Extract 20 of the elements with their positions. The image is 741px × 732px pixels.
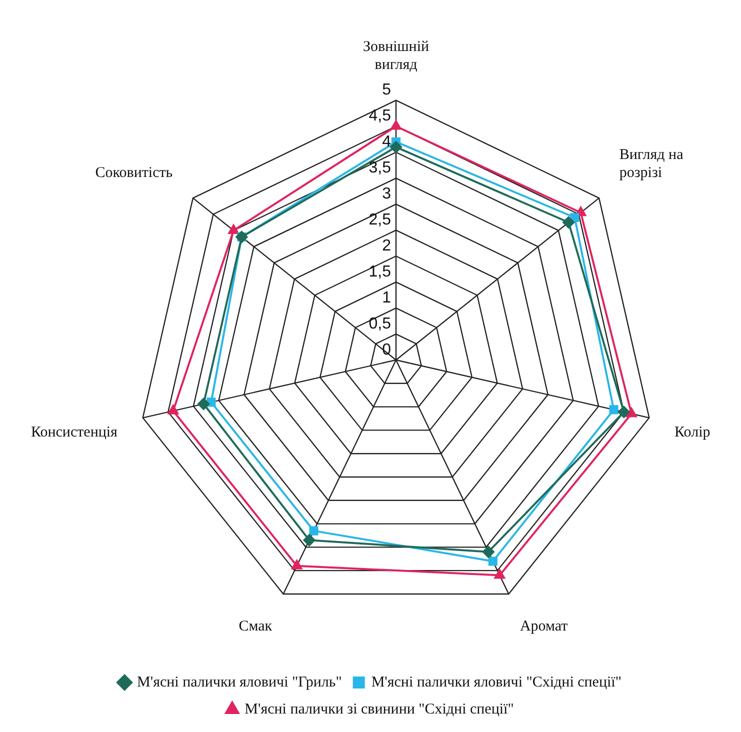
spoke-label: Колір <box>674 424 710 441</box>
spoke-label: Смак <box>238 618 273 634</box>
spoke-label: Вигляд на розрізі <box>619 146 684 181</box>
y-tick-label: 2 <box>382 238 392 255</box>
y-tick-label: 4,5 <box>368 108 392 125</box>
legend-label: М'ясні палички яловичі "Гриль" <box>137 674 342 690</box>
y-tick-label: 0,5 <box>368 315 392 332</box>
legend-label: М'ясні палички зі свинини "Східні спеції" <box>244 701 514 718</box>
y-tick-label: 1 <box>382 289 392 306</box>
spoke-label: Консистенція <box>30 424 118 441</box>
y-tick-label: 2,5 <box>368 212 392 229</box>
y-tick-label: 5 <box>382 82 392 99</box>
legend-label: М'ясні палички яловичі "Східні спеції" <box>371 674 622 690</box>
y-tick-label: 3,5 <box>368 160 392 177</box>
y-tick-label: 3 <box>382 186 392 203</box>
spoke-label: Аромат <box>520 618 568 634</box>
spoke-label: Соковитість <box>95 164 173 181</box>
y-tick-label: 1,5 <box>368 263 392 280</box>
spoke-label: Зовнішній вигляд <box>362 39 430 74</box>
y-tick-label: 4 <box>382 134 392 151</box>
